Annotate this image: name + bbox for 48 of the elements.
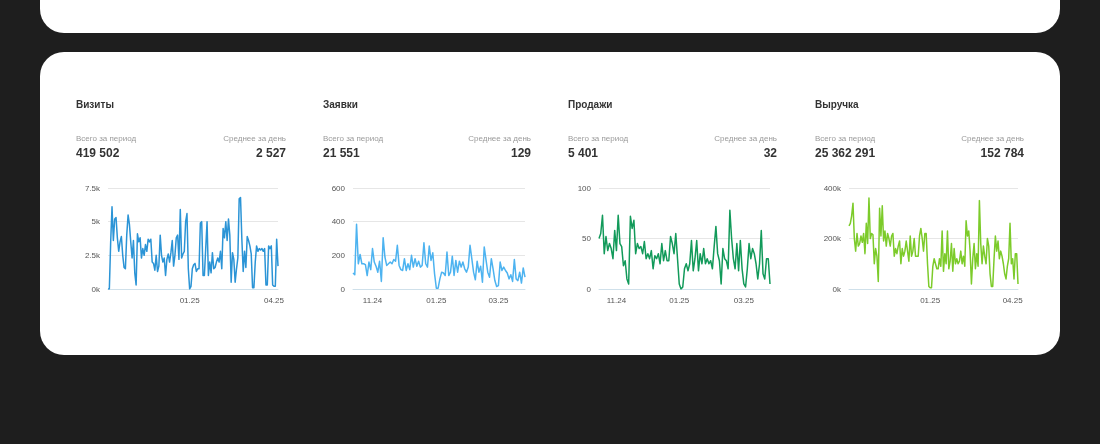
line-series: [598, 209, 771, 290]
x-tick-label: 01.25: [179, 295, 201, 305]
text: 21 551: [323, 146, 360, 160]
chart-title: Выручка: [815, 99, 859, 110]
text: 32: [763, 146, 777, 160]
x-tick-label: 11.24: [606, 295, 627, 305]
y-tick-label: 0: [340, 284, 346, 294]
x-tick-label: 03.25: [488, 295, 509, 305]
chart-title: Визиты: [76, 99, 114, 110]
y-tick-label: 0k: [91, 284, 101, 294]
text: 2 527: [255, 146, 286, 160]
text: Всего за период: [76, 134, 137, 143]
y-tick-label: 50: [582, 234, 592, 243]
chart-title: Продажи: [568, 99, 613, 110]
text: 129: [510, 146, 531, 160]
y-tick-label: 100: [577, 183, 592, 193]
y-tick-label: 0: [586, 284, 592, 294]
text: Всего за период: [815, 134, 876, 143]
text: Среднее за день: [961, 134, 1024, 143]
line-series: [107, 196, 279, 290]
text: Среднее за день: [468, 134, 531, 143]
y-tick-label: 600: [331, 183, 346, 193]
chart-title: Заявки: [323, 99, 358, 110]
x-tick-label: 03.25: [733, 295, 755, 305]
text: 152 784: [980, 146, 1024, 160]
y-tick-label: 7.5k: [84, 183, 101, 193]
line-series: [848, 197, 1019, 289]
y-tick-label: 400: [331, 217, 346, 227]
y-tick-label: 200: [331, 250, 346, 260]
text: 419 502: [76, 146, 120, 160]
y-tick-label: 200k: [823, 234, 842, 243]
x-tick-label: 04.25: [263, 295, 285, 305]
text: Среднее за день: [223, 134, 286, 143]
x-tick-label: 01.25: [920, 295, 941, 305]
y-tick-label: 0k: [832, 284, 842, 294]
y-tick-label: 5k: [91, 217, 101, 227]
y-tick-label: 400k: [823, 183, 842, 193]
text: Всего за период: [323, 134, 384, 143]
text: 25 362 291: [815, 146, 876, 160]
x-tick-label: 01.25: [669, 295, 690, 305]
text: 5 401: [568, 146, 599, 160]
x-tick-label: 11.24: [362, 295, 383, 305]
line-series: [352, 223, 526, 289]
text: Среднее за день: [714, 134, 777, 143]
y-tick-label: 2.5k: [84, 250, 101, 260]
x-tick-label: 01.25: [426, 295, 447, 305]
x-tick-label: 04.25: [1002, 295, 1024, 305]
text: Всего за период: [568, 134, 629, 143]
